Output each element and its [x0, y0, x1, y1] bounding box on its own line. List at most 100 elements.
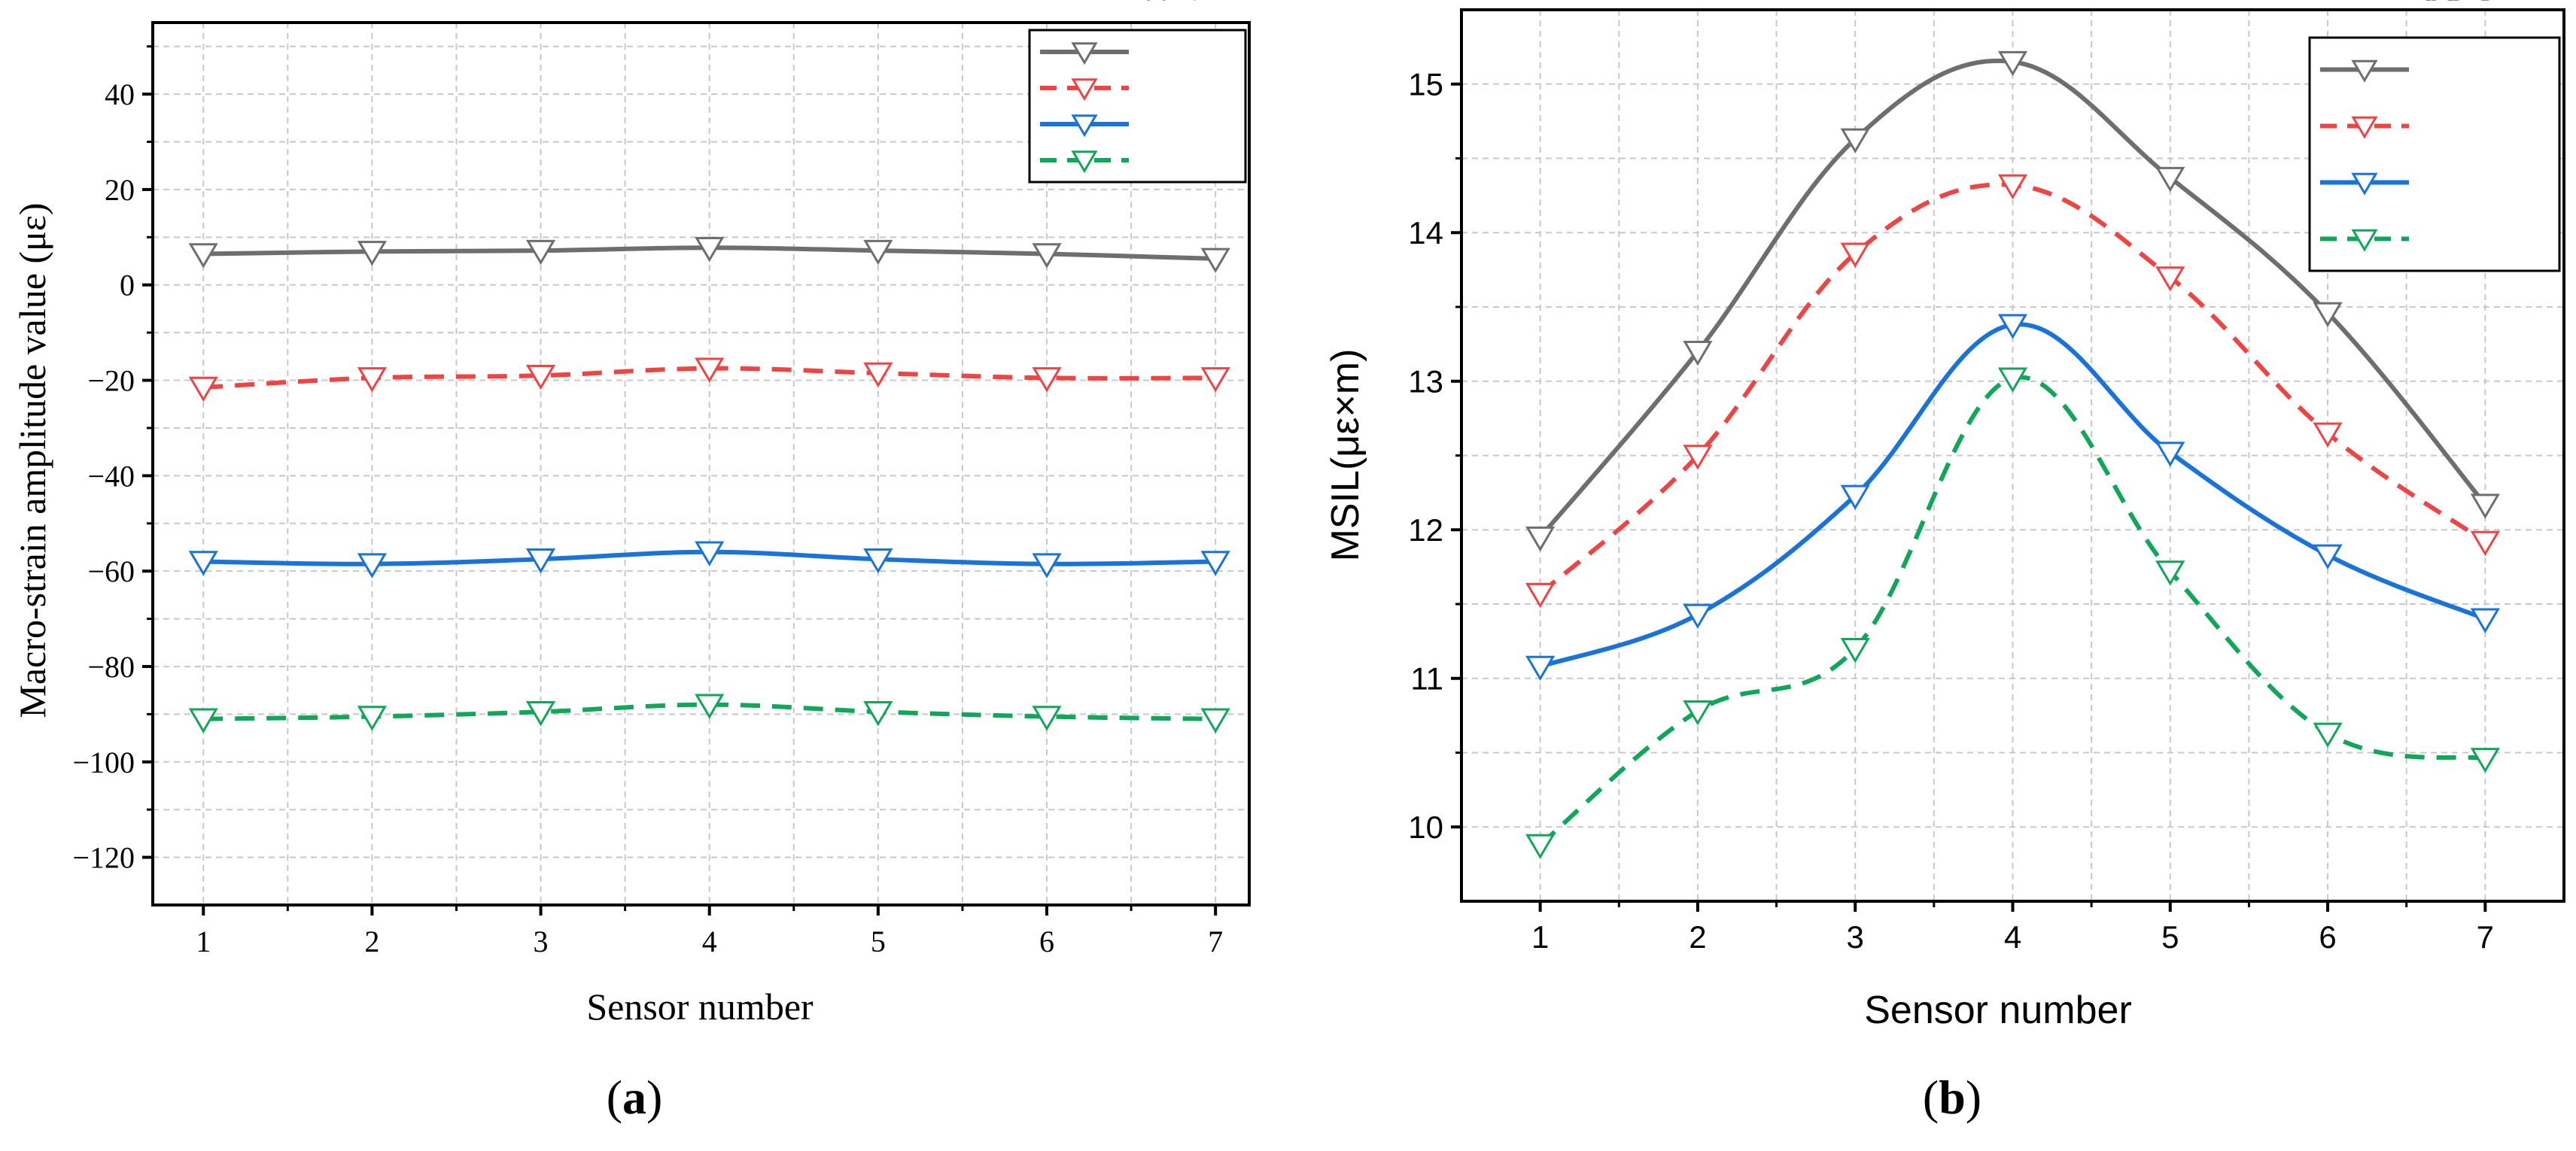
panel-a-caption-letter: a — [622, 1071, 646, 1124]
a-y-tick-label: −100 — [72, 746, 135, 779]
a-y-tick-label: 40 — [105, 77, 135, 111]
a-y-tick-label: −120 — [72, 841, 135, 875]
panel-a-legend: CS-1JG-1JG-2JG-3 — [1028, 0, 1247, 184]
b-legend-marker — [2351, 116, 2378, 139]
b-y-tick-label: 15 — [1408, 66, 1443, 102]
a-legend-marker — [1071, 42, 1098, 65]
b-x-tick-label: 2 — [1689, 919, 1706, 955]
a-point-jg-2 — [357, 553, 388, 579]
a-point-jg-3 — [357, 706, 388, 731]
a-point-jg-2 — [695, 541, 725, 566]
b-point-jg-1 — [2470, 530, 2500, 557]
panel-a-ticks: 1 2 3 4 5 6 7 40 20 0 −20 −40 −60 −80 −100 −120 — [72, 45, 1223, 958]
b-point-jg-2 — [2155, 442, 2185, 467]
a-point-jg-3 — [1032, 706, 1062, 731]
a-point-jg-1 — [1200, 367, 1230, 393]
b-point-jg-3 — [2155, 560, 2185, 586]
panel-a-x-axis-title: Sensor number — [586, 985, 814, 1028]
b-point-jg-3 — [1997, 367, 2028, 393]
b-point-jg-2 — [1840, 484, 1870, 510]
panel-b-caption: (b) — [1923, 1071, 1981, 1124]
a-point-jg-2 — [1032, 553, 1062, 579]
a-x-tick-label: 2 — [364, 925, 379, 958]
a-point-jg-2 — [1200, 551, 1230, 576]
a-point-jg-1 — [695, 357, 725, 383]
b-legend-marker — [2351, 229, 2378, 252]
panel-a-series — [188, 237, 1230, 733]
b-y-tick-label: 11 — [1410, 661, 1443, 696]
a-y-tick-label: −20 — [87, 364, 135, 398]
b-point-cs-0 — [1683, 341, 1713, 366]
b-point-jg-3 — [2313, 722, 2343, 748]
b-x-tick-label: 5 — [2161, 919, 2179, 955]
b-point-jg-1 — [1525, 582, 1556, 609]
a-point-jg-2 — [525, 548, 556, 574]
b-point-cs-0 — [1840, 128, 1870, 153]
b-x-tick-label: 4 — [2004, 919, 2021, 955]
a-y-tick-label: −40 — [87, 459, 135, 493]
b-legend-label: CS-0 — [2421, 0, 2496, 8]
b-point-jg-1 — [2155, 266, 2185, 292]
a-point-cs-1 — [357, 241, 388, 266]
a-y-tick-label: 0 — [120, 269, 135, 302]
panel-a-caption: (a) — [607, 1071, 663, 1124]
a-legend-marker — [1071, 150, 1098, 174]
b-point-jg-3 — [1840, 638, 1870, 664]
b-point-cs-0 — [1525, 526, 1556, 552]
a-point-cs-1 — [1200, 248, 1230, 273]
panel-b-caption-letter: b — [1939, 1071, 1966, 1124]
a-point-jg-2 — [863, 548, 893, 574]
panel-b-series — [1525, 50, 2500, 860]
a-point-cs-1 — [188, 243, 218, 269]
b-legend-label: JG-1 — [2421, 0, 2492, 8]
b-point-jg-1 — [1840, 242, 1870, 269]
a-legend-label: JG-2 — [1141, 0, 1203, 8]
b-y-tick-label: 14 — [1408, 215, 1443, 251]
b-point-cs-0 — [2313, 302, 2343, 328]
b-point-jg-2 — [2470, 608, 2500, 633]
b-point-jg-1 — [1997, 174, 2028, 200]
b-x-tick-label: 6 — [2319, 919, 2336, 955]
a-point-cs-1 — [695, 237, 725, 263]
a-x-tick-label: 4 — [702, 925, 717, 958]
a-legend-box — [1028, 29, 1247, 184]
a-y-tick-label: −60 — [87, 554, 135, 588]
a-legend-label: JG-1 — [1141, 0, 1203, 8]
a-x-tick-label: 3 — [534, 925, 549, 958]
b-legend-marker — [2351, 59, 2378, 83]
b-point-cs-0 — [2470, 494, 2500, 519]
a-point-jg-3 — [695, 694, 725, 719]
b-point-cs-0 — [2155, 166, 2185, 193]
a-point-jg-3 — [863, 700, 893, 727]
a-legend-label: CS-1 — [1141, 0, 1203, 8]
a-point-cs-1 — [1032, 243, 1062, 269]
b-point-jg-2 — [1525, 655, 1556, 682]
panel-a: 1 2 3 4 5 6 7 40 20 0 −20 −40 −60 −80 −100 −120 CS-1JG-… — [11, 0, 1251, 1124]
a-point-jg-1 — [1032, 367, 1062, 393]
a-y-tick-label: 20 — [105, 173, 135, 207]
a-x-tick-label: 1 — [196, 925, 211, 958]
b-legend-box — [2308, 36, 2561, 272]
b-y-tick-label: 12 — [1408, 512, 1443, 548]
a-point-jg-1 — [863, 362, 893, 388]
a-point-jg-1 — [188, 376, 218, 402]
b-point-jg-2 — [2313, 544, 2343, 569]
a-point-jg-3 — [188, 708, 218, 733]
b-y-tick-label: 13 — [1408, 363, 1443, 399]
a-y-tick-label: −80 — [87, 650, 135, 684]
b-point-jg-3 — [1525, 834, 1556, 860]
a-x-tick-label: 7 — [1208, 925, 1223, 958]
a-x-tick-label: 5 — [871, 925, 886, 958]
a-legend-marker — [1071, 78, 1098, 102]
panel-b-legend: CS-0JG-1JG-2JG-3 — [2308, 0, 2561, 272]
a-x-tick-label: 6 — [1039, 925, 1054, 958]
b-legend-marker — [2351, 172, 2378, 196]
b-point-cs-0 — [1997, 50, 2028, 77]
a-legend-marker — [1071, 114, 1098, 138]
b-point-jg-1 — [2313, 422, 2343, 448]
panel-a-y-axis-title: Macro-strain amplitude value (με) — [11, 202, 53, 718]
b-point-jg-2 — [1683, 603, 1713, 629]
b-x-tick-label: 7 — [2477, 919, 2494, 955]
